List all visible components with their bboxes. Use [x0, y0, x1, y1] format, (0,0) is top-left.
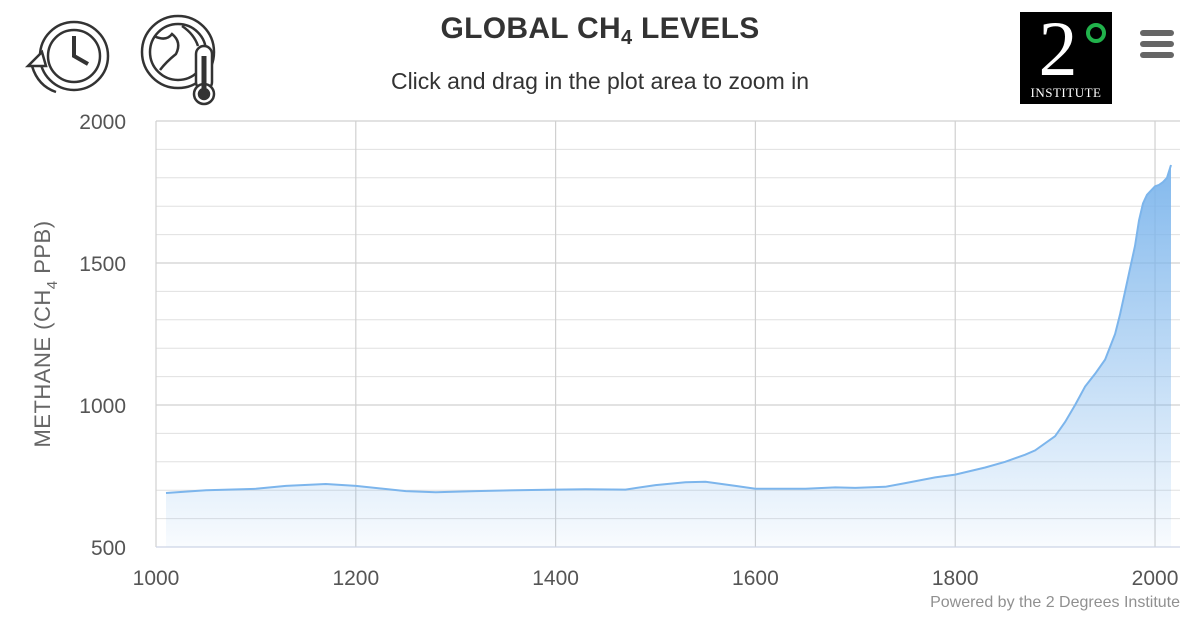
x-tick-label: 2000 — [1132, 567, 1179, 590]
y-tick-label: 1000 — [79, 395, 126, 418]
hamburger-menu-icon[interactable] — [1140, 30, 1176, 60]
series-line[interactable] — [165, 164, 1172, 494]
globe-thermometer-icon[interactable] — [136, 12, 232, 108]
y-tick-label: 500 — [91, 537, 126, 560]
ylabel-subscript: 4 — [44, 280, 61, 289]
logo-numeral: 2 — [1038, 12, 1078, 92]
x-tick-label: 1200 — [332, 567, 379, 590]
ylabel-suffix: PPB) — [30, 220, 55, 280]
logo-degree-ring — [1086, 23, 1106, 43]
series-layer[interactable] — [165, 164, 1172, 547]
title-suffix: LEVELS — [632, 12, 760, 45]
x-tick-label: 1000 — [133, 567, 180, 590]
credits-link[interactable]: Powered by the 2 Degrees Institute — [930, 594, 1180, 611]
x-tick-label: 1800 — [932, 567, 979, 590]
ylabel-main: METHANE (CH — [30, 289, 55, 447]
y-tick-label: 2000 — [79, 111, 126, 134]
menu-bar-top — [1140, 30, 1174, 36]
series-area — [166, 165, 1171, 547]
menu-bar-bottom — [1140, 52, 1174, 58]
y-tick-label: 1500 — [79, 253, 126, 276]
axes: 1000 1200 1400 1600 1800 2000 500 1000 1500 2000 — [79, 111, 1180, 590]
x-tick-label: 1400 — [532, 567, 579, 590]
institute-logo[interactable]: 2 INSTITUTE — [1020, 12, 1112, 104]
title-subscript: 4 — [620, 27, 633, 49]
logo-text: INSTITUTE — [1030, 85, 1102, 100]
chart-subtitle: Click and drag in the plot area to zoom … — [390, 68, 810, 94]
menu-bar-middle — [1140, 41, 1174, 47]
history-icon[interactable] — [22, 12, 118, 108]
title-main: GLOBAL CH — [440, 12, 621, 45]
y-axis-label: METHANE (CH4 PPB) — [30, 220, 61, 447]
page-title: GLOBAL CH4 LEVELS — [0, 12, 1200, 49]
x-tick-label: 1600 — [732, 567, 779, 590]
